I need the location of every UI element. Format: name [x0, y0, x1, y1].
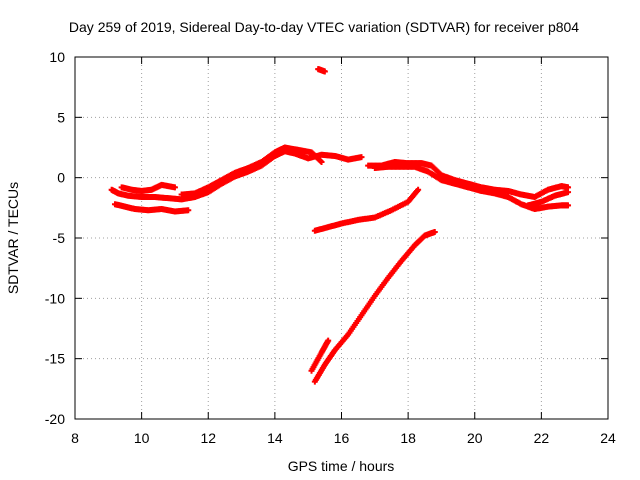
series-arc-j — [308, 337, 332, 374]
grid-lines — [75, 57, 608, 419]
chart-title: Day 259 of 2019, Sidereal Day-to-day VTE… — [69, 19, 579, 35]
series-arc-c — [118, 181, 178, 194]
data-point — [415, 186, 422, 193]
x-tick-label: 24 — [600, 430, 616, 446]
data-point — [358, 154, 365, 161]
x-tick-label: 16 — [334, 430, 350, 446]
y-axis-tick-labels: 10 5 0 -5 -10 -15 -20 — [45, 49, 65, 427]
x-tick-label: 22 — [534, 430, 550, 446]
y-tick-label: -5 — [53, 230, 66, 246]
x-tick-label: 18 — [400, 430, 416, 446]
series-arc-i — [311, 228, 438, 385]
y-axis-label: SDTVAR / TECUs — [5, 182, 21, 294]
data-point — [325, 337, 332, 344]
y-tick-label: -15 — [45, 351, 65, 367]
y-tick-label: 10 — [49, 49, 65, 65]
data-point — [321, 68, 328, 75]
y-tick-label: -20 — [45, 411, 65, 427]
x-tick-label: 12 — [200, 430, 216, 446]
series-arc-g — [525, 189, 572, 209]
x-tick-label: 20 — [467, 430, 483, 446]
x-tick-label: 8 — [71, 430, 79, 446]
series-arc-k — [315, 66, 328, 75]
y-tick-label: 0 — [57, 170, 65, 186]
axis-ticks — [74, 56, 609, 420]
series-arc-f — [371, 163, 572, 213]
series-arc-d — [178, 144, 325, 198]
series-arc-e — [365, 158, 572, 200]
data-point — [431, 228, 438, 235]
data-point — [565, 202, 572, 209]
data-point — [318, 158, 325, 165]
data-point — [171, 184, 178, 191]
x-axis-tick-labels: 8 10 12 14 16 18 20 22 24 — [71, 430, 616, 446]
data-point — [185, 207, 192, 214]
series-arc-b — [111, 201, 192, 215]
y-tick-label: 5 — [57, 109, 65, 125]
x-axis-label: GPS time / hours — [288, 458, 395, 474]
series-arc-h — [311, 186, 422, 234]
data-point — [565, 189, 572, 196]
y-tick-label: -10 — [45, 290, 65, 306]
data-series — [108, 66, 572, 385]
x-tick-label: 10 — [134, 430, 150, 446]
x-tick-label: 14 — [267, 430, 283, 446]
